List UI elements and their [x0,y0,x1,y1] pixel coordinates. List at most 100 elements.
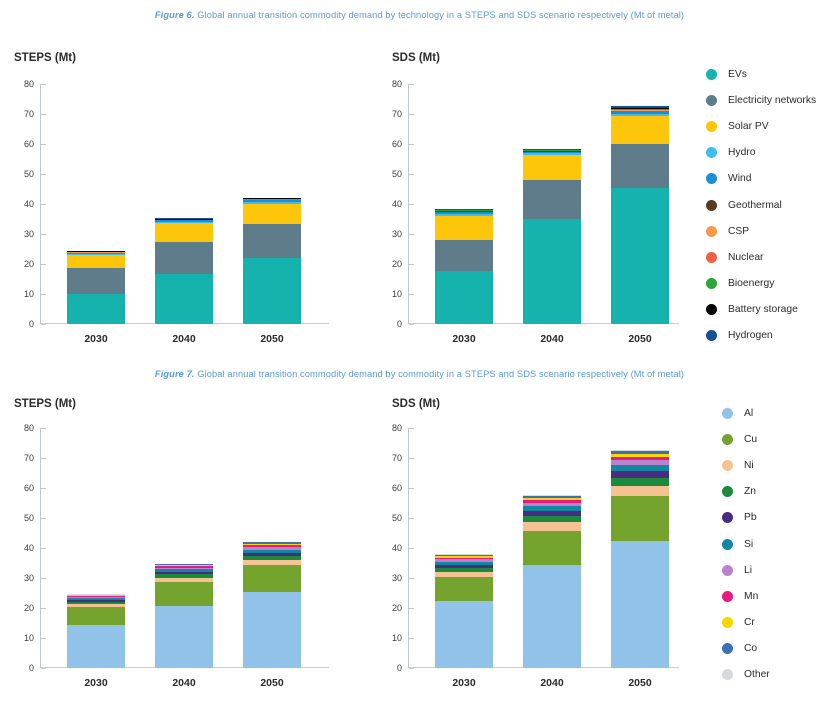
legend-item-wind[interactable]: Wind [706,166,816,192]
legend-item-electricity-networks[interactable]: Electricity networks [706,87,816,113]
stacked-bar [523,494,581,668]
legend-item-other[interactable]: Other [722,662,770,688]
x-axis-tick-label: 2030 [84,333,108,345]
bar-segment-battery-storage [155,218,213,220]
y-axis-tick-label: 40 [23,199,34,209]
bar-segment-other [435,553,493,555]
y-axis-tick-label: 80 [391,423,402,433]
legend-item-ni[interactable]: Ni [722,452,770,478]
figure-6-sds-plot: 0 10 20 30 40 50 60 70 80 2030 2040 2050 [392,79,679,345]
bar-segment-cr [243,543,301,546]
legend-swatch-icon [706,68,717,80]
legend-item-pb[interactable]: Pb [722,505,770,531]
y-axis-tick-label: 0 [28,663,34,673]
x-axis-tick-label: 2040 [540,677,564,689]
y-axis-tick-label: 60 [391,483,402,493]
legend-item-co[interactable]: Co [722,636,770,662]
bar-segment-wind [67,252,125,254]
legend-item-solar-pv[interactable]: Solar PV [706,113,816,139]
y-axis-tick-label: 70 [23,109,34,119]
figure-7-steps-plot: 0 10 20 30 40 50 60 70 80 2030 2040 2050 [24,423,329,689]
figure-6-steps-title: STEPS (Mt) [14,52,76,64]
y-axis-tick-label: 0 [28,319,34,329]
legend-label: Cu [744,433,758,445]
y-axis-tick-label: 40 [23,543,34,553]
legend-item-geothermal[interactable]: Geothermal [706,192,816,218]
legend-item-mn[interactable]: Mn [722,583,770,609]
bar-segment-electricity-networks [155,241,213,274]
bar-segment-electricity-networks [523,180,581,219]
legend-item-cr[interactable]: Cr [722,610,770,636]
bar-segment-hydro [67,253,125,256]
figure-6-label: Figure 6. [154,10,195,20]
bar-segment-battery-storage [611,108,669,110]
legend-swatch-icon [706,330,717,342]
bar-segment-battery-storage [523,149,581,151]
bar-segment-zn [435,567,493,572]
bar-segment-cu [611,496,669,542]
bar-segment-pb [243,552,301,556]
bar-segment-al [611,541,669,668]
bar-segment-li [523,503,581,507]
figure-6-sds-title: SDS (Mt) [392,52,440,64]
bar-segment-co [67,594,125,596]
bar-segment-evs [435,270,493,324]
legend-item-hydrogen[interactable]: Hydrogen [706,323,816,349]
y-axis-tick-mark [409,548,414,549]
stacked-bar [243,197,301,324]
y-axis-tick-label: 60 [23,139,34,149]
y-axis-tick-label: 10 [23,289,34,299]
legend-item-nuclear[interactable]: Nuclear [706,244,816,270]
y-axis-tick-mark [41,174,46,175]
legend-swatch-icon [722,433,733,445]
bar-segment-li [243,547,301,550]
bar-segment-ni [523,522,581,531]
bar-segment-mn [435,557,493,560]
bar-segment-cu [243,565,301,593]
legend-item-li[interactable]: Li [722,557,770,583]
legend-item-bioenergy[interactable]: Bioenergy [706,271,816,297]
legend-swatch-icon [706,173,717,185]
figure-6-steps-plot: 0 10 20 30 40 50 60 70 80 2030 2040 2050 [24,79,329,345]
legend-swatch-icon [722,564,733,576]
stacked-bar [523,148,581,324]
y-axis-tick-label: 60 [23,483,34,493]
legend-item-al[interactable]: Al [722,400,770,426]
y-axis-tick-mark [41,294,46,295]
legend-item-csp[interactable]: CSP [706,218,816,244]
y-axis-tick-label: 10 [391,633,402,643]
y-axis-tick-label: 50 [391,513,402,523]
bar-segment-li [67,596,125,598]
y-axis-tick-label: 30 [23,229,34,239]
legend-label: Zn [744,486,757,498]
y-axis-tick-mark [41,548,46,549]
bar-segment-solar-pv [435,216,493,241]
legend-label: Geothermal [728,199,782,211]
bar-segment-evs [155,273,213,324]
bar-segment-solar-pv [67,255,125,268]
legend-swatch-icon [706,225,717,237]
legend-item-battery-storage[interactable]: Battery storage [706,297,816,323]
y-axis-tick-mark [409,234,414,235]
y-axis-tick-label: 30 [391,229,402,239]
figure-6-caption: Figure 6. Global annual transition commo… [0,10,839,20]
legend-item-cu[interactable]: Cu [722,426,770,452]
bar-segment-zn [523,516,581,523]
legend-label: Li [744,564,753,576]
y-axis-tick-label: 50 [391,169,402,179]
legend-item-hydro[interactable]: Hydro [706,140,816,166]
bar-segment-zn [611,477,669,486]
legend-swatch-icon [722,590,733,602]
legend-item-zn[interactable]: Zn [722,479,770,505]
legend-swatch-icon [722,486,733,498]
bar-segment-geothermal [611,110,669,112]
legend-label: Electricity networks [728,94,817,106]
legend-label: Solar PV [728,120,769,132]
y-axis-tick-label: 40 [391,199,402,209]
stacked-bar [67,594,125,668]
legend-item-si[interactable]: Si [722,531,770,557]
bar-segment-cr [523,497,581,501]
legend-item-evs[interactable]: EVs [706,61,816,87]
stacked-bar [155,563,213,668]
y-axis-tick-mark [41,204,46,205]
